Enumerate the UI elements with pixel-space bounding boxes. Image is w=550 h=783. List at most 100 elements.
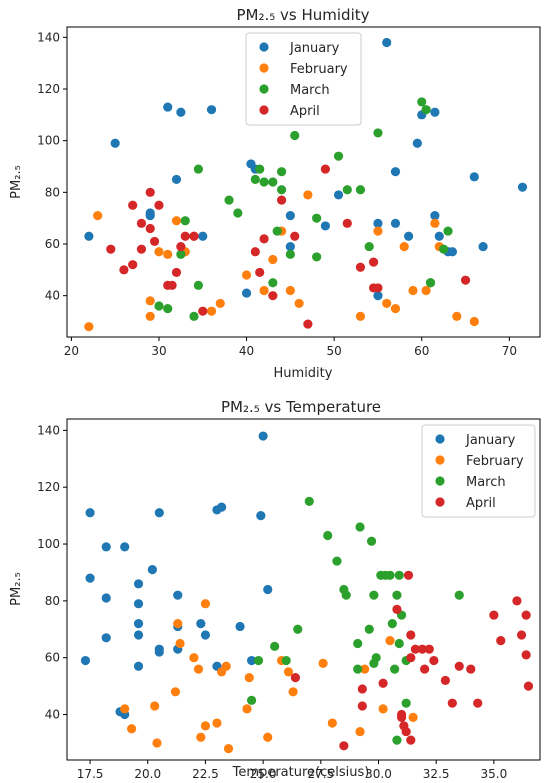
x-tick-label: 30 <box>151 344 166 358</box>
data-point-february <box>385 636 395 646</box>
data-point-april <box>342 218 352 228</box>
data-point-march <box>417 97 427 107</box>
data-point-april <box>406 653 416 663</box>
data-point-february <box>408 712 418 722</box>
data-point-january <box>154 647 164 657</box>
y-tick-label: 40 <box>45 289 60 303</box>
data-point-january <box>373 291 383 301</box>
legend-label: February <box>290 62 348 77</box>
data-point-april <box>136 218 147 228</box>
data-point-march <box>281 655 291 666</box>
data-point-april <box>268 291 278 301</box>
data-point-january <box>196 619 206 629</box>
data-point-february <box>378 704 388 714</box>
data-point-february <box>382 298 392 309</box>
data-point-april <box>396 709 407 720</box>
data-point-february <box>469 316 479 327</box>
data-point-february <box>288 687 298 697</box>
data-point-march <box>353 664 363 674</box>
x-tick-label: 20.0 <box>134 767 161 781</box>
data-point-february <box>259 285 269 296</box>
data-point-april <box>277 195 287 205</box>
data-point-march <box>246 695 257 705</box>
data-point-january <box>517 182 528 192</box>
data-point-march <box>390 664 400 674</box>
data-point-february <box>241 270 252 280</box>
data-point-april <box>149 236 160 247</box>
data-point-february <box>327 718 337 728</box>
legend-label: February <box>466 454 524 469</box>
data-point-february <box>355 726 365 737</box>
data-point-april <box>368 257 379 267</box>
data-point-april <box>512 596 522 606</box>
legend-marker <box>259 84 269 94</box>
data-point-february <box>193 664 204 674</box>
data-point-april <box>171 267 182 278</box>
data-point-april <box>339 741 349 751</box>
data-point-march <box>272 226 282 236</box>
data-point-april <box>176 241 186 252</box>
legend-marker <box>435 497 445 507</box>
x-axis-ticks: 20 30 40 50 60 70 <box>64 337 517 358</box>
data-point-january <box>434 231 444 241</box>
data-point-april <box>355 262 366 272</box>
data-point-march <box>364 624 374 634</box>
y-tick-label: 140 <box>37 30 60 44</box>
plot-area <box>66 26 541 338</box>
data-point-february <box>294 298 304 309</box>
data-point-april <box>521 650 531 660</box>
data-point-january <box>154 508 164 518</box>
data-point-april <box>460 275 471 285</box>
data-point-april <box>410 644 421 654</box>
data-point-january <box>404 231 414 241</box>
x-tick-label: 22.5 <box>192 767 219 781</box>
x-tick-label: 50 <box>327 344 342 358</box>
y-axis-ticks: 40 60 80 100 120 140 <box>37 30 67 303</box>
data-point-february <box>215 298 225 309</box>
data-point-february <box>390 303 401 314</box>
data-point-january <box>101 633 111 643</box>
data-point-april <box>392 604 402 614</box>
data-point-february <box>263 732 273 742</box>
data-point-march <box>224 195 234 205</box>
data-point-february <box>318 658 328 668</box>
legend-label: March <box>290 83 330 98</box>
data-point-march <box>312 252 322 262</box>
data-point-march <box>366 536 377 546</box>
data-point-january <box>256 511 266 521</box>
chart-title: PM₂.₅ vs Temperature <box>221 398 381 416</box>
data-point-january <box>333 190 344 200</box>
legend-marker <box>435 455 445 465</box>
data-point-january <box>163 102 173 112</box>
data-point-march <box>394 570 404 580</box>
data-point-january <box>85 573 95 583</box>
legend-label: April <box>290 104 320 119</box>
data-point-january <box>173 590 183 600</box>
y-tick-label: 40 <box>45 708 60 722</box>
data-point-february <box>283 667 294 677</box>
y-tick-label: 60 <box>45 237 60 251</box>
data-point-march <box>401 698 411 708</box>
data-point-march <box>277 185 287 195</box>
data-point-march <box>385 570 395 580</box>
data-point-january <box>241 288 252 298</box>
legend-label: January <box>465 433 516 448</box>
data-point-april <box>521 610 531 620</box>
data-point-march <box>369 590 379 600</box>
data-point-march <box>454 590 464 600</box>
data-point-january <box>469 172 479 182</box>
data-point-march <box>163 303 173 314</box>
data-point-march <box>250 174 260 185</box>
y-axis-label: PM₂.₅ <box>9 165 24 199</box>
data-point-april <box>440 675 450 686</box>
data-point-march <box>253 655 264 666</box>
plot-area <box>66 418 541 761</box>
data-point-april <box>417 644 427 654</box>
y-tick-label: 60 <box>45 651 60 665</box>
data-point-march <box>285 249 295 259</box>
data-point-april <box>373 283 383 293</box>
data-point-april <box>429 655 439 666</box>
data-point-march <box>268 177 278 187</box>
legend-marker <box>435 434 445 444</box>
